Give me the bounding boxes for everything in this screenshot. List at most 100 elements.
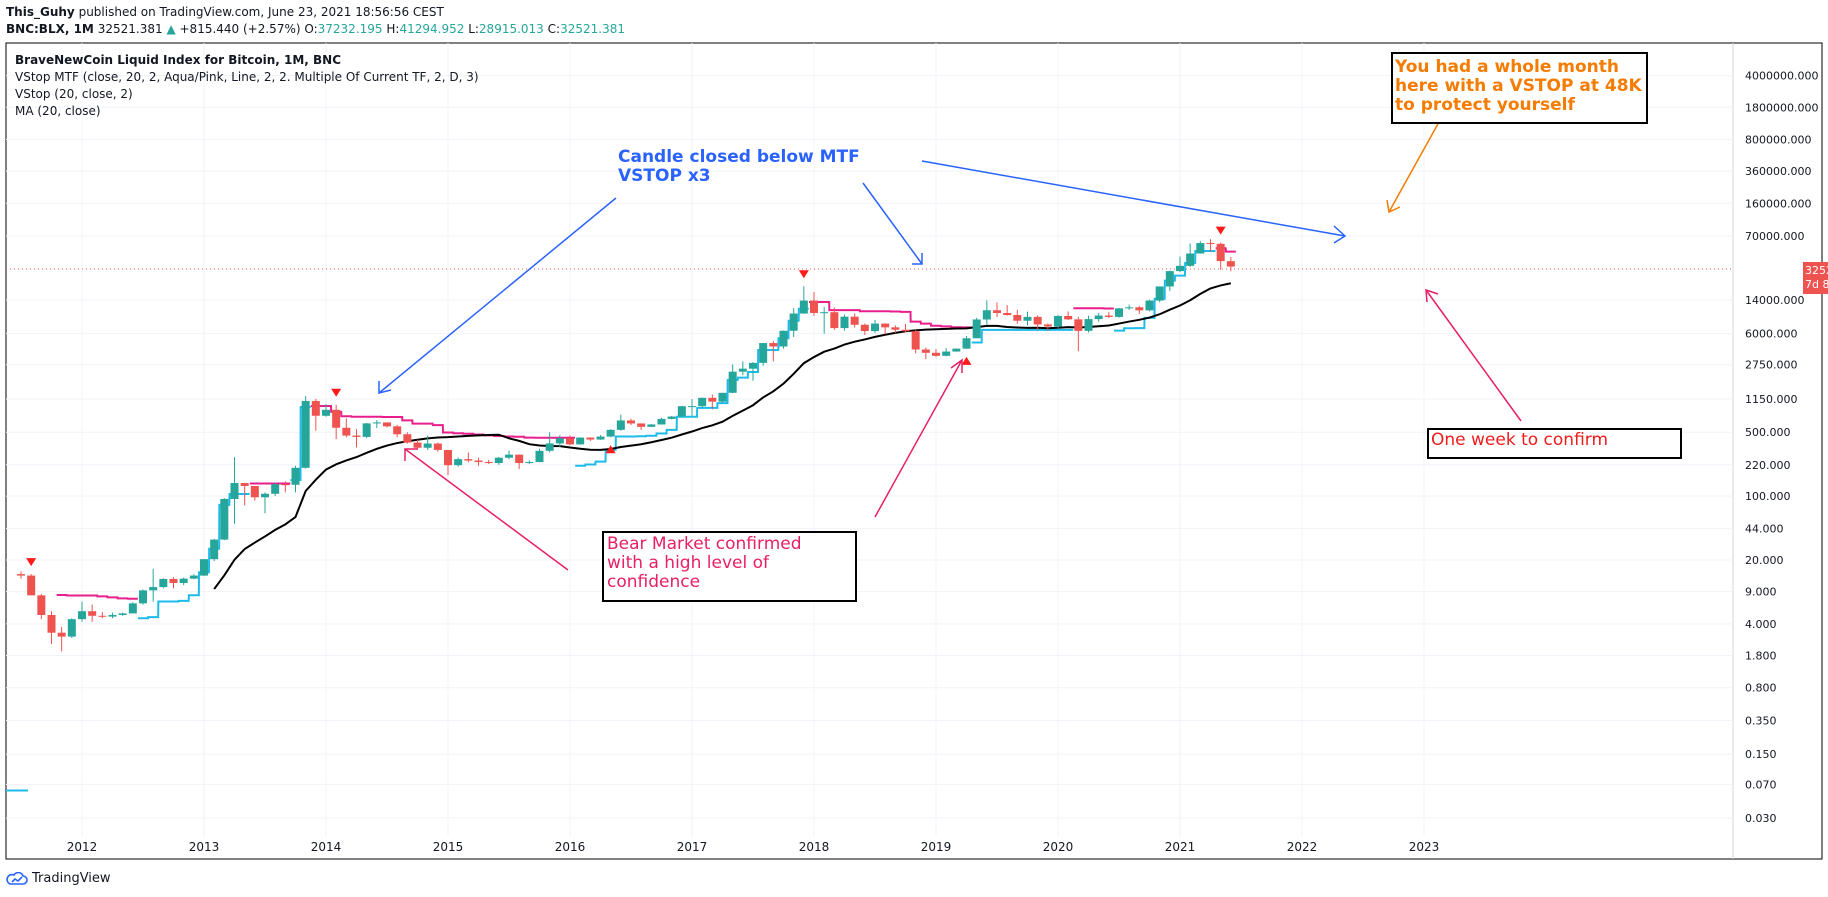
vstop-lines — [6, 247, 1236, 792]
candle-body — [972, 319, 981, 339]
annotation-line: confidence — [607, 572, 701, 592]
price-tick: 1150.000 — [1745, 393, 1798, 406]
price-tick: 0.800 — [1745, 682, 1777, 695]
arrowhead-icon — [404, 448, 418, 461]
candle-body — [240, 483, 249, 486]
candle-body — [474, 460, 483, 463]
candle-body — [606, 429, 615, 437]
candle-body — [698, 397, 707, 407]
candle-body — [383, 422, 391, 427]
candle-body — [108, 614, 117, 617]
annotation-line: Candle closed below MTF — [618, 147, 860, 167]
ohlc-line: BNC:BLX, 1M 32521.381 ▲ +815.440 (+2.57%… — [6, 22, 625, 36]
annotation-candle-closed: Candle closed below MTF VSTOP x3 — [618, 148, 860, 186]
vstop-up-line — [1114, 250, 1216, 332]
candle-body — [1043, 324, 1052, 327]
candle-body — [921, 349, 930, 353]
annotation-arrows — [378, 121, 1522, 571]
time-tick: 2023 — [1409, 840, 1440, 854]
close-label: C: — [547, 22, 561, 36]
candle-body — [952, 348, 961, 352]
ma-line — [213, 282, 1232, 590]
annotation-bear: Bear Market confirmed with a high level … — [607, 535, 802, 592]
vstop-up-line — [971, 328, 1074, 344]
candle-body — [454, 459, 463, 466]
publish-info: published on TradingView.com, June 23, 2… — [78, 5, 444, 19]
candle-body — [1115, 308, 1123, 317]
price-tick: 4000000.000 — [1745, 70, 1818, 83]
price-change: +815.440 (+2.57%) — [179, 22, 301, 36]
candle-body — [728, 371, 737, 393]
vstop-down-line — [56, 594, 138, 600]
candle-body — [98, 615, 107, 617]
candle-body — [860, 324, 869, 332]
author-name: This_Guhy — [6, 5, 75, 19]
candle-body — [708, 397, 717, 402]
candle-body — [505, 454, 513, 458]
annotation-line: with a high level of — [607, 553, 769, 573]
candle-body — [403, 434, 412, 443]
candle-body — [1054, 315, 1062, 327]
vstop-up-line — [138, 493, 250, 620]
ma-20-line — [213, 282, 1232, 590]
candle-body — [525, 462, 534, 464]
pink-arrow-bear — [404, 448, 569, 571]
candle-body — [738, 368, 747, 372]
candle-body — [1084, 319, 1093, 331]
arrowhead-icon — [950, 358, 963, 373]
candles — [17, 239, 1235, 652]
price-tick: 100.000 — [1745, 490, 1791, 503]
candle-body — [47, 614, 56, 633]
candle-body — [1145, 300, 1154, 311]
candle-body — [1135, 307, 1144, 311]
candle-body — [830, 312, 839, 329]
candle-body — [616, 420, 625, 430]
buy-triangle-icon — [961, 356, 972, 365]
candle-body — [759, 343, 768, 363]
candle-body — [1013, 315, 1022, 321]
candle-body — [769, 343, 778, 347]
candle-body — [332, 409, 341, 428]
candle-body — [515, 454, 524, 464]
candle-body — [118, 613, 127, 615]
tradingview-logo[interactable]: TradingView — [6, 871, 111, 886]
candle-body — [210, 539, 219, 560]
sell-triangle-icon — [26, 558, 37, 567]
candle-body — [1196, 243, 1205, 254]
legend-vstop[interactable]: VStop (20, close, 2) — [15, 87, 133, 101]
price-axis[interactable]: 4000000.000 1800000.000 800000.000 360000.0… — [1745, 70, 1818, 825]
candle-body — [261, 493, 269, 498]
pink-arrow-2018 — [874, 359, 963, 518]
indicator-legend: BraveNewCoin Liquid Index for Bitcoin, 1… — [15, 52, 479, 120]
price-tick: 800000.000 — [1745, 133, 1811, 146]
price-tick: 1800000.000 — [1745, 101, 1818, 114]
price-tick: 70000.000 — [1745, 230, 1805, 243]
candle-body — [149, 587, 158, 591]
candle-body — [169, 578, 178, 583]
candle-body — [627, 420, 635, 424]
time-tick: 2017 — [677, 840, 708, 854]
price-tick: 0.350 — [1745, 715, 1777, 728]
candle-body — [220, 498, 229, 540]
annotation-week: One week to confirm — [1431, 430, 1609, 450]
pink-arrow-week — [1425, 289, 1522, 422]
candle-body — [1033, 316, 1042, 325]
candle-body — [1074, 319, 1083, 331]
legend-vstop-mtf[interactable]: VStop MTF (close, 20, 2, Aqua/Pink, Line… — [15, 70, 479, 84]
candle-body — [37, 595, 46, 615]
candle-body — [362, 423, 371, 437]
candle-body — [881, 323, 890, 328]
candle-body — [1216, 243, 1225, 262]
annotation-line: VSTOP x3 — [618, 166, 711, 186]
candle-body — [718, 392, 727, 402]
candle-body — [1165, 271, 1174, 287]
legend-ma[interactable]: MA (20, close) — [15, 104, 101, 118]
candle-body — [1176, 265, 1184, 272]
blue-arrow-2018 — [862, 182, 923, 265]
price-tick: 500.000 — [1745, 426, 1791, 439]
time-axis[interactable]: 2012 2013 2014 2015 2016 2017 2018 2019 2020 2021… — [67, 840, 1440, 854]
price-tick: 14000.000 — [1745, 294, 1805, 307]
low-label: L: — [468, 22, 479, 36]
candle-body — [271, 484, 280, 494]
